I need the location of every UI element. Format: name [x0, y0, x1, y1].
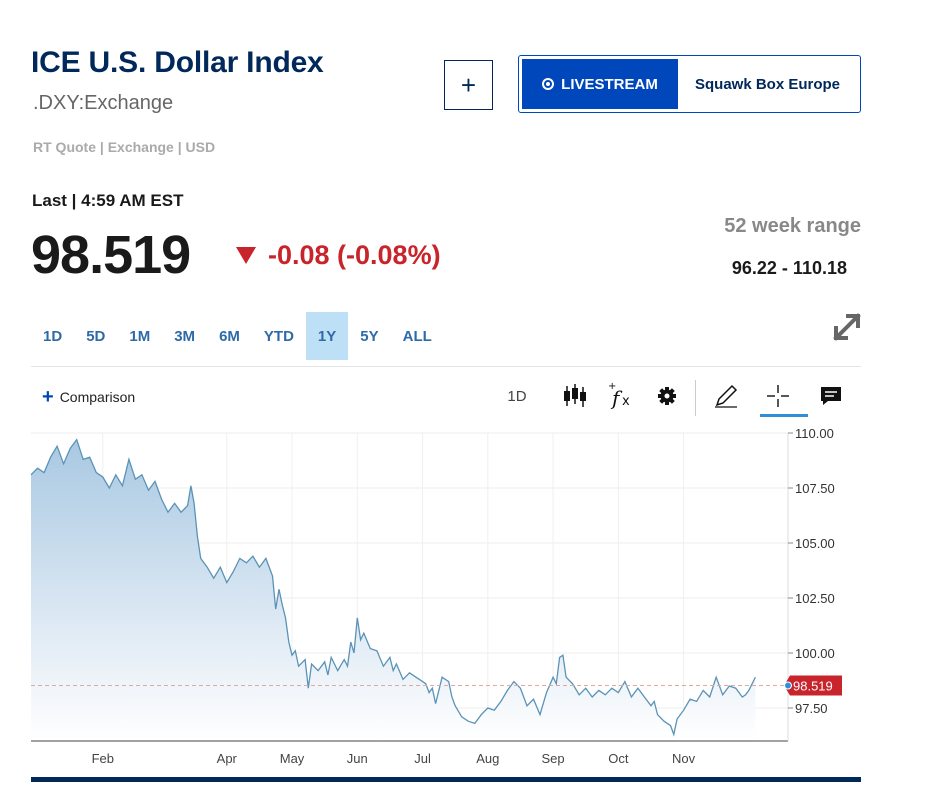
function-icon[interactable]: + f x	[606, 380, 636, 412]
price-chart[interactable]: 110.00 107.50 105.00 102.50 100.00 97.50 Feb A…	[0, 418, 935, 773]
last-trade-time: Last | 4:59 AM EST	[32, 191, 184, 210]
x-tick-label: Oct	[608, 751, 629, 766]
pencil-icon[interactable]	[711, 380, 741, 412]
livestream-show-link[interactable]: Squawk Box Europe	[694, 75, 841, 93]
period-tab-all[interactable]: ALL	[402, 327, 432, 345]
period-tab-5d[interactable]: 5D	[86, 327, 106, 345]
x-tick-label: Nov	[672, 751, 696, 766]
last-price: 98.519	[31, 225, 191, 285]
x-axis: Feb Apr May Jun Jul Aug Sep Oct Nov	[92, 751, 696, 766]
y-tick-label: 100.00	[795, 646, 835, 661]
crosshair-active-indicator	[760, 414, 808, 417]
x-tick-label: Aug	[476, 751, 499, 766]
svg-text:x: x	[622, 394, 630, 409]
symbol-label: .DXY:Exchange	[33, 92, 174, 114]
y-tick-label: 97.50	[795, 701, 828, 716]
period-tab-1y[interactable]: 1Y	[305, 312, 349, 360]
price-line	[30, 438, 756, 737]
comment-icon[interactable]	[816, 380, 846, 412]
livestream-banner: LIVESTREAM Squawk Box Europe	[518, 55, 861, 113]
period-tab-3m[interactable]: 3M	[174, 327, 196, 345]
y-tick-label: 107.50	[795, 481, 835, 496]
period-tabs: 1D 5D 1M 3M 6M YTD 1Y 5Y ALL	[31, 312, 444, 360]
live-dot-icon	[542, 78, 555, 90]
crosshair-icon[interactable]	[763, 380, 793, 412]
period-tab-1m[interactable]: 1M	[129, 327, 151, 345]
x-tick-label: Jul	[414, 751, 431, 766]
svg-text:+: +	[608, 381, 616, 392]
x-tick-label: Sep	[541, 751, 564, 766]
interval-selector[interactable]: 1D	[507, 387, 527, 405]
comparison-button[interactable]: + Comparison	[42, 386, 136, 408]
plus-icon: +	[42, 386, 54, 408]
week-range-value: 96.22 - 110.18	[731, 258, 847, 278]
quote-meta: RT Quote | Exchange | USD	[33, 139, 216, 155]
y-tick-label: 105.00	[795, 536, 835, 551]
candlestick-icon[interactable]	[560, 380, 590, 412]
livestream-button[interactable]: LIVESTREAM	[522, 59, 678, 109]
x-tick-label: Jun	[347, 751, 368, 766]
toolbar-divider	[31, 366, 861, 367]
toolbar-separator	[695, 380, 696, 416]
period-tab-ytd[interactable]: YTD	[263, 327, 294, 345]
expand-icon[interactable]	[830, 310, 864, 344]
add-to-watchlist-button[interactable]: +	[444, 60, 493, 110]
x-tick-label: Feb	[92, 751, 114, 766]
last-price-badge: 98.519	[784, 675, 842, 696]
period-tab-5y[interactable]: 5Y	[360, 327, 379, 345]
gear-icon[interactable]	[652, 380, 682, 412]
period-tab-6m[interactable]: 6M	[219, 327, 240, 345]
price-change-value: -0.08 (-0.08%)	[268, 240, 441, 270]
x-tick-label: Apr	[217, 751, 238, 766]
down-arrow-icon	[236, 247, 256, 264]
period-tab-1d[interactable]: 1D	[43, 327, 63, 345]
page-title: ICE U.S. Dollar Index	[31, 46, 324, 79]
livestream-label: LIVESTREAM	[561, 75, 658, 93]
last-price-badge-label: 98.519	[793, 679, 833, 694]
x-tick-label: May	[280, 751, 305, 766]
price-change: -0.08 (-0.08%)	[236, 240, 441, 271]
bottom-rule	[31, 777, 861, 782]
week-range-label: 52 week range	[724, 215, 861, 237]
price-area	[31, 439, 756, 741]
comparison-label: Comparison	[59, 389, 136, 405]
y-tick-label: 102.50	[795, 591, 835, 606]
y-axis: 110.00 107.50 105.00 102.50 100.00 97.50	[788, 426, 835, 716]
y-tick-label: 110.00	[795, 426, 834, 441]
